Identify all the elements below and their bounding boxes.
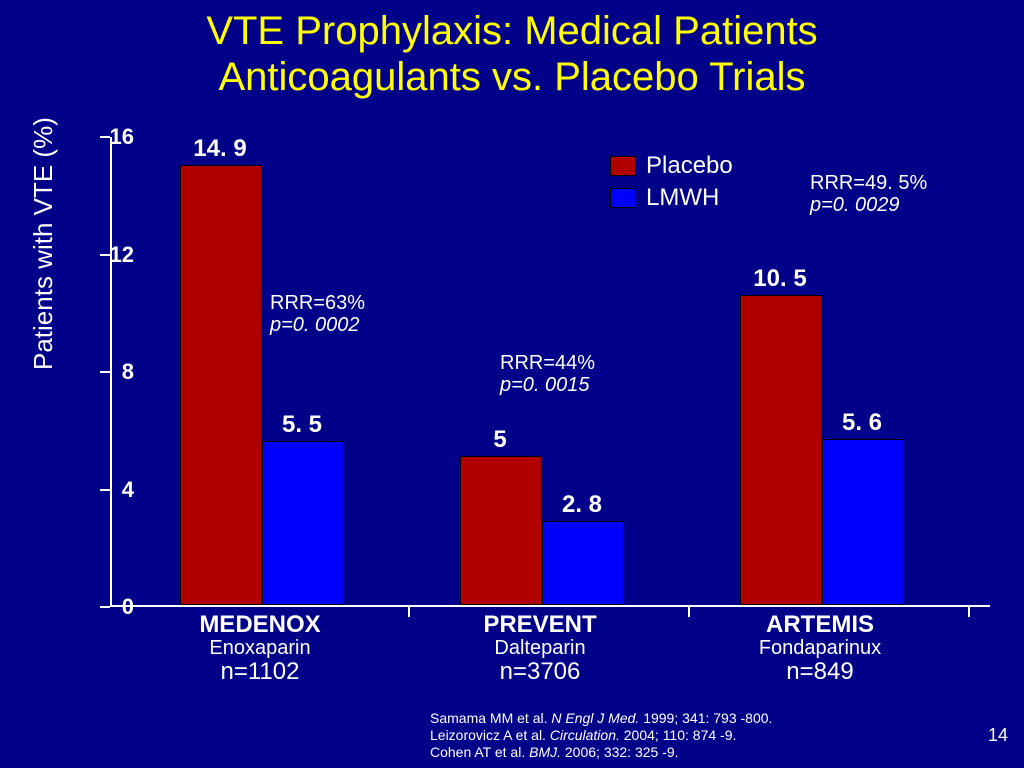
legend-item: Placebo	[610, 152, 733, 180]
legend-label: Placebo	[646, 152, 733, 180]
trial-name: ARTEMIS	[690, 611, 950, 639]
bar-value-label: 5. 5	[282, 411, 322, 439]
bar-value-label: 5	[493, 426, 506, 454]
sample-size: n=849	[690, 658, 950, 686]
references: Samama MM et al. N Engl J Med. 1999; 341…	[430, 710, 772, 760]
sample-size: n=3706	[410, 658, 670, 686]
x-tick	[968, 607, 970, 617]
bar-placebo	[740, 295, 822, 605]
rrr-annotation: RRR=44%p=0. 0015	[500, 352, 595, 396]
legend-swatch	[610, 156, 636, 176]
reference-3: Cohen AT et al. BMJ. 2006; 332: 325 -9.	[430, 744, 772, 761]
bar-chart: PlaceboLMWH14. 95. 5MEDENOXEnoxaparinn=1…	[110, 137, 990, 607]
slide-title: VTE Prophylaxis: Medical Patients Antico…	[0, 0, 1024, 100]
y-tick-label: 4	[94, 477, 134, 503]
y-tick-label: 12	[94, 242, 134, 268]
bar-placebo	[180, 165, 262, 605]
y-tick-label: 0	[94, 594, 134, 620]
legend-label: LMWH	[646, 184, 719, 212]
legend-swatch	[610, 188, 636, 208]
title-line-1: VTE Prophylaxis: Medical Patients	[206, 9, 817, 53]
legend: Placebo LMWH	[610, 152, 733, 216]
x-label-block: MEDENOXEnoxaparinn=1102	[130, 607, 390, 686]
trial-name: PREVENT	[410, 611, 670, 639]
rrr-annotation: RRR=63%p=0. 0002	[270, 292, 365, 336]
bar-value-label: 14. 9	[193, 135, 246, 163]
bar-lmwh	[822, 439, 904, 606]
bar-lmwh	[262, 441, 344, 605]
bar-value-label: 10. 5	[753, 265, 806, 293]
reference-1: Samama MM et al. N Engl J Med. 1999; 341…	[430, 710, 772, 727]
drug-name: Enoxaparin	[130, 637, 390, 660]
trial-name: MEDENOX	[130, 611, 390, 639]
y-axis-title: Patients with VTE (%)	[28, 117, 59, 370]
bar-lmwh	[542, 521, 624, 605]
y-tick-label: 8	[94, 359, 134, 385]
reference-2: Leizorovicz A et al. Circulation. 2004; …	[430, 727, 772, 744]
slide-number: 14	[988, 725, 1008, 746]
title-line-2: Anticoagulants vs. Placebo Trials	[219, 55, 806, 99]
drug-name: Fondaparinux	[690, 637, 950, 660]
bar-placebo	[460, 456, 542, 605]
bar-value-label: 5. 6	[842, 409, 882, 437]
y-tick-label: 16	[94, 124, 134, 150]
x-label-block: ARTEMISFondaparinuxn=849	[690, 607, 950, 686]
sample-size: n=1102	[130, 658, 390, 686]
x-label-block: PREVENTDalteparinn=3706	[410, 607, 670, 686]
legend-item: LMWH	[610, 184, 733, 212]
rrr-annotation: RRR=49. 5%p=0. 0029	[810, 172, 927, 216]
drug-name: Dalteparin	[410, 637, 670, 660]
bar-value-label: 2. 8	[562, 491, 602, 519]
